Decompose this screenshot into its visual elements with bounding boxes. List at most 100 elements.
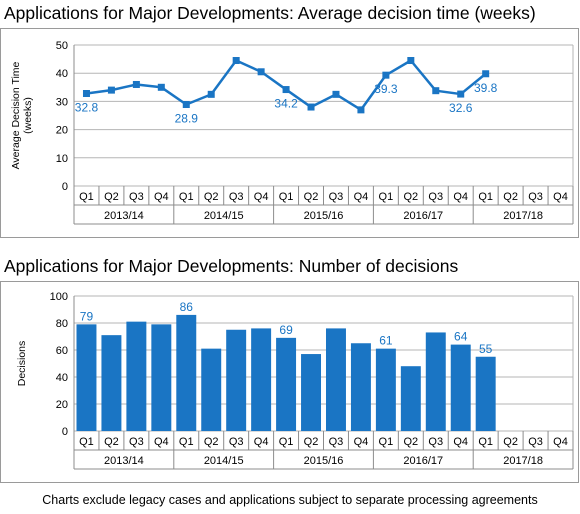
quarter-label: Q2 <box>204 191 219 203</box>
data-point <box>482 70 490 78</box>
quarter-label: Q3 <box>129 436 144 448</box>
quarter-label: Q1 <box>478 191 493 203</box>
data-point <box>107 86 115 94</box>
bar <box>450 344 471 431</box>
quarter-label: Q1 <box>379 191 394 203</box>
data-label: 32.6 <box>449 101 473 115</box>
quarter-label: Q4 <box>354 436 369 448</box>
bar <box>176 314 197 431</box>
quarter-label: Q1 <box>379 436 394 448</box>
quarter-label: Q2 <box>403 191 418 203</box>
bar <box>301 354 322 431</box>
quarter-label: Q4 <box>553 191 568 203</box>
quarter-label: Q4 <box>254 191 269 203</box>
data-label: 28.9 <box>175 112 199 126</box>
data-point <box>382 71 390 79</box>
bar <box>375 348 396 431</box>
line-chart: 0 10 20 30 40 50 Average Decision Time(weeks) Q… <box>10 40 574 225</box>
bar <box>226 329 247 431</box>
quarter-label: Q2 <box>503 191 518 203</box>
bar <box>126 321 147 431</box>
y-tick-label: 40 <box>56 372 68 384</box>
footnote: Charts exclude legacy cases and applicat… <box>42 493 538 507</box>
quarter-label: Q2 <box>304 436 319 448</box>
quarter-label: Q3 <box>229 436 244 448</box>
line-chart-title: Applications for Major Developments: Ave… <box>4 3 536 23</box>
y-axis-title: Average Decision Time(weeks) <box>10 61 34 169</box>
data-point <box>457 90 465 98</box>
quarter-label: Q1 <box>79 191 94 203</box>
year-label: 2016/17 <box>403 210 443 222</box>
quarter-label: Q1 <box>179 436 194 448</box>
quarter-label: Q2 <box>403 436 418 448</box>
quarter-label: Q1 <box>478 436 493 448</box>
bar <box>475 356 496 431</box>
year-label: 2017/18 <box>503 210 543 222</box>
data-point <box>157 83 165 91</box>
data-label: 64 <box>454 330 468 344</box>
year-label: 2015/16 <box>304 210 344 222</box>
data-label: 69 <box>279 323 293 337</box>
quarter-label: Q1 <box>279 436 294 448</box>
data-point <box>282 86 290 94</box>
year-label: 2016/17 <box>403 455 443 467</box>
data-label: 61 <box>379 334 393 348</box>
quarter-label: Q1 <box>79 436 94 448</box>
y-tick-label: 50 <box>56 40 68 52</box>
quarter-label: Q1 <box>179 191 194 203</box>
y-tick-label: 20 <box>56 399 68 411</box>
quarter-label: Q4 <box>453 191 468 203</box>
data-point <box>357 106 365 114</box>
quarter-label: Q3 <box>229 191 244 203</box>
bar <box>76 324 97 431</box>
quarter-label: Q4 <box>254 436 269 448</box>
y-tick-label: 0 <box>62 181 68 193</box>
data-label: 79 <box>80 309 94 323</box>
quarter-label: Q4 <box>354 191 369 203</box>
quarter-label: Q2 <box>104 191 119 203</box>
y-tick-label: 40 <box>56 68 68 80</box>
year-label: 2017/18 <box>503 455 543 467</box>
line-chart-panel: 0 10 20 30 40 50 Average Decision Time(weeks) Q… <box>0 28 579 238</box>
bar <box>425 332 446 431</box>
quarter-label: Q3 <box>329 436 344 448</box>
quarter-label: Q3 <box>329 191 344 203</box>
data-point <box>407 57 415 65</box>
quarter-label: Q4 <box>453 436 468 448</box>
data-point <box>432 87 440 95</box>
y-tick-label: 80 <box>56 318 68 330</box>
year-label: 2014/15 <box>204 210 244 222</box>
quarter-label: Q2 <box>304 191 319 203</box>
quarter-label: Q4 <box>154 436 169 448</box>
year-label: 2013/14 <box>104 210 144 222</box>
y-tick-label: 60 <box>56 345 68 357</box>
y-tick-label: 0 <box>62 426 68 438</box>
y-tick-label: 100 <box>50 291 68 303</box>
y-axis-title: Decisions <box>16 341 28 387</box>
year-label: 2013/14 <box>104 455 144 467</box>
data-label: 86 <box>180 300 194 314</box>
bar <box>325 328 346 431</box>
data-label: 32.8 <box>75 101 99 115</box>
quarter-label: Q2 <box>204 436 219 448</box>
quarter-label: Q2 <box>503 436 518 448</box>
data-point <box>232 57 240 65</box>
bar <box>151 324 172 431</box>
data-point <box>82 90 90 98</box>
quarter-label: Q4 <box>553 436 568 448</box>
bar <box>251 328 272 431</box>
data-label: 34.2 <box>274 97 298 111</box>
data-label: 39.3 <box>374 82 398 96</box>
data-point <box>182 101 190 109</box>
bar-chart: 0 20 40 60 80 100 Decisions Q1 Q2 Q3 Q4 Q1 Q2 Q3 Q4 Q1 Q… <box>16 291 574 470</box>
bar-chart-panel: 0 20 40 60 80 100 Decisions Q1 Q2 Q3 Q4 Q1 Q2 Q3 Q4 Q1 Q… <box>0 281 579 483</box>
quarter-label: Q3 <box>129 191 144 203</box>
bar <box>350 343 371 431</box>
quarter-label: Q3 <box>528 436 543 448</box>
year-label: 2015/16 <box>304 455 344 467</box>
data-point <box>332 90 340 98</box>
bar <box>400 366 421 431</box>
data-point <box>307 103 315 111</box>
quarter-label: Q1 <box>279 191 294 203</box>
data-point <box>257 68 265 76</box>
